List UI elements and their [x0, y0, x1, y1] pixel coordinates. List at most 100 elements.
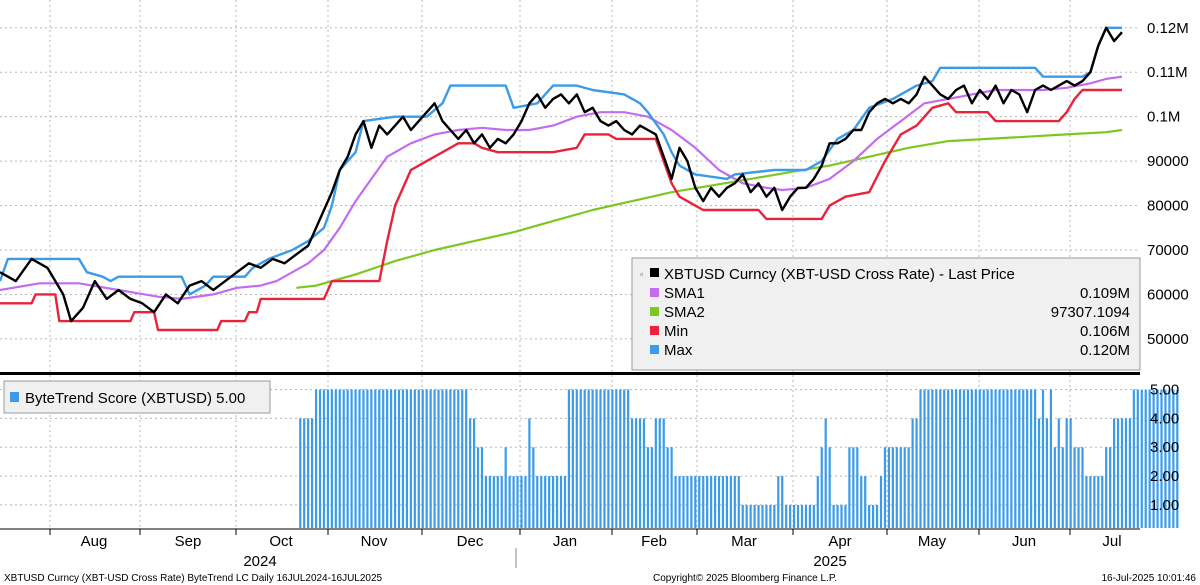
- score-bar: [789, 504, 792, 528]
- x-axis-labels: Aug Sep Oct Nov Dec Jan Feb Mar Apr May Jun Jul: [49, 529, 1122, 550]
- score-bar: [366, 389, 369, 528]
- score-bar: [654, 418, 657, 528]
- score-bar: [911, 418, 914, 528]
- score-bar: [729, 476, 732, 528]
- score-bar: [650, 447, 653, 528]
- score-bar: [1093, 476, 1096, 528]
- month-label: Jan: [553, 533, 577, 550]
- month-label: Oct: [269, 533, 293, 550]
- score-bar: [765, 504, 768, 528]
- score-bar: [299, 418, 302, 528]
- price-tick-label: 70000: [1147, 242, 1189, 259]
- legend-name-sma1: SMA1: [664, 285, 705, 302]
- score-bar: [512, 476, 515, 528]
- score-bar: [508, 476, 511, 528]
- score-bar: [848, 447, 851, 528]
- score-bar: [1037, 418, 1041, 528]
- score-bar: [844, 504, 847, 528]
- score-bar: [698, 476, 701, 528]
- score-bar: [642, 418, 646, 528]
- score-bar: [386, 389, 389, 528]
- score-bar: [694, 476, 697, 528]
- month-label: Apr: [828, 533, 851, 550]
- score-bar: [1041, 389, 1045, 528]
- score-bar: [303, 418, 306, 528]
- score-bar: [796, 504, 800, 528]
- legend-swatch-min: [650, 326, 659, 335]
- score-bar: [334, 389, 337, 528]
- score-bar: [864, 476, 867, 528]
- month-label: Sep: [175, 533, 202, 550]
- score-bar: [326, 389, 330, 528]
- score-bar: [413, 389, 416, 528]
- score-bar: [563, 476, 567, 528]
- score-bar: [516, 476, 519, 528]
- score-bar: [311, 418, 314, 528]
- price-gridlines: [0, 27, 1140, 340]
- score-bar: [587, 389, 590, 528]
- score-bar: [741, 504, 744, 528]
- score-bar: [812, 504, 815, 528]
- legend-value-max: 0.120M: [1080, 342, 1130, 359]
- score-bar: [974, 389, 977, 528]
- month-label: Aug: [81, 533, 108, 550]
- score-bar: [421, 389, 424, 528]
- score-bar: [895, 447, 898, 528]
- score-bar: [808, 504, 811, 528]
- score-bar: [875, 504, 879, 528]
- score-bar: [686, 476, 689, 528]
- legend-marker-handle: ▫: [640, 269, 643, 279]
- score-bar: [860, 476, 863, 528]
- score-bar: [342, 389, 345, 528]
- score-bar: [338, 389, 341, 528]
- price-tick-label: 50000: [1147, 331, 1189, 348]
- score-bar: [330, 389, 333, 528]
- score-bar: [713, 476, 717, 528]
- score-bar: [433, 389, 436, 528]
- score-bar: [1089, 476, 1092, 528]
- score-bar: [970, 389, 973, 528]
- price-tick-label: 80000: [1147, 198, 1189, 215]
- score-bar: [658, 418, 661, 528]
- score-bar: [923, 389, 926, 528]
- score-bar: [322, 389, 326, 528]
- score-bar: [646, 447, 650, 528]
- score-bar: [1101, 476, 1104, 528]
- score-bar: [496, 476, 499, 528]
- score-legend-label: ByteTrend Score (XBTUSD) 5.00: [25, 390, 245, 407]
- month-label: Jun: [1012, 533, 1036, 550]
- score-bar: [532, 447, 535, 528]
- score-bar: [465, 389, 468, 528]
- legend-name-min: Min: [664, 323, 688, 340]
- score-bar: [792, 504, 796, 528]
- score-bar: [457, 389, 460, 528]
- score-bar: [666, 447, 669, 528]
- price-legend-box: [631, 257, 1141, 371]
- score-bar: [500, 476, 503, 528]
- price-tick-label: 0.11M: [1147, 64, 1188, 81]
- price-tick-label: 90000: [1147, 153, 1189, 170]
- month-label: Mar: [731, 533, 757, 550]
- score-bar: [852, 447, 855, 528]
- score-bar: [1085, 476, 1088, 528]
- score-bar: [623, 389, 626, 528]
- score-bar: [1061, 447, 1064, 528]
- panel-divider: [0, 372, 1140, 375]
- legend-value-min: 0.106M: [1080, 323, 1130, 340]
- score-bar: [1002, 389, 1005, 528]
- score-bar: [504, 447, 507, 528]
- score-bar: [362, 389, 365, 528]
- score-bar: [437, 389, 440, 528]
- score-bar: [627, 389, 630, 528]
- score-bar: [1176, 389, 1179, 528]
- score-bar: [638, 418, 642, 528]
- score-bar: [382, 389, 385, 528]
- year-label-2025: 2025: [813, 553, 846, 570]
- score-bar: [662, 418, 665, 528]
- score-bar: [544, 476, 547, 528]
- score-bar: [690, 476, 693, 528]
- score-bar: [781, 476, 784, 528]
- score-bar: [951, 389, 954, 528]
- price-axis-ticks: 50000 60000 70000 80000 90000 0.1M 0.11M 0.12M: [1147, 20, 1189, 348]
- score-bar: [1033, 389, 1037, 528]
